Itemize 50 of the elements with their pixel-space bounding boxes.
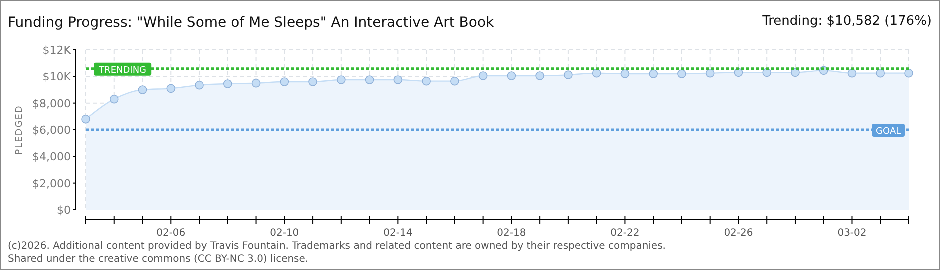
point: [649, 70, 658, 78]
point: [904, 68, 914, 78]
chart-title: Funding Progress: "While Some of Me Sleeps" An Interactive Art Book: [8, 15, 496, 31]
point: [478, 72, 488, 80]
point: [678, 70, 686, 78]
point: [252, 78, 261, 88]
x-tick-label: 02-26: [724, 228, 754, 239]
point: [223, 80, 232, 88]
point: [876, 68, 886, 78]
point: [762, 68, 772, 78]
point: [592, 68, 602, 78]
point: [450, 76, 460, 86]
y-tick-label: $8,000: [32, 97, 71, 110]
point: [365, 76, 374, 84]
point: [848, 68, 857, 78]
x-tick-label: 03-02: [838, 228, 867, 239]
y-tick-label: $6,000: [32, 124, 71, 137]
point: [138, 86, 148, 94]
text: (c)2026. Additional content provided by Travis Fountain. Trademarks and related content are owned by their respective companies.: [8, 241, 666, 252]
point: [564, 70, 573, 80]
x-tick-label: 02-18: [497, 228, 526, 239]
x-tick-label: 02-06: [156, 228, 186, 239]
point: [791, 68, 800, 78]
ref-line-label: GOAL: [876, 127, 902, 137]
y-tick-label: $2,000: [32, 177, 71, 190]
point: [195, 80, 204, 90]
y-tick-label: $10K: [42, 70, 72, 84]
point: [110, 94, 119, 104]
point: [82, 114, 90, 124]
point: [280, 78, 290, 86]
y-tick-label: $0: [57, 204, 71, 217]
chart-subtitle: Trending: $10,582 (176%): [762, 14, 932, 29]
y-tick-label: $4,000: [32, 150, 71, 164]
x-tick-label: 02-10: [270, 228, 300, 239]
point: [166, 84, 176, 94]
point: [734, 68, 744, 78]
point: [422, 76, 431, 86]
point: [706, 68, 715, 78]
point: [394, 76, 403, 84]
ref-line-label: TRENDING: [98, 66, 147, 76]
x-tick-label: 02-14: [384, 228, 413, 239]
point: [337, 76, 346, 84]
text: Shared under the creative commons (CC BY-NC 3.0) license.: [8, 254, 309, 265]
y-tick-label: $12K: [42, 44, 72, 57]
x-tick-label: 02-22: [610, 228, 640, 239]
point: [536, 72, 544, 80]
y-axis-title: PLEDGED: [15, 105, 25, 155]
point: [507, 72, 516, 80]
point: [308, 78, 318, 86]
point: [620, 70, 630, 78]
